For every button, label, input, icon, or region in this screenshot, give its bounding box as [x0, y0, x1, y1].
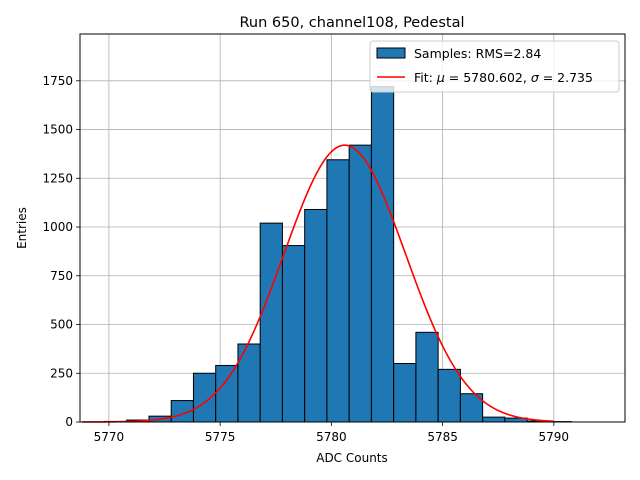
y-tick-label: 1250 [42, 171, 73, 185]
x-axis-label: ADC Counts [316, 451, 388, 465]
y-tick-label: 750 [50, 269, 73, 283]
histogram-bar [304, 208, 328, 423]
histogram-bar [192, 372, 217, 423]
histogram-bar [259, 222, 283, 423]
y-axis-label: Entries [15, 207, 29, 249]
histogram-bar [393, 363, 417, 423]
x-axis-ticks: 5770 5775 5780 5785 5790 [94, 422, 569, 444]
y-tick-label: 1000 [42, 220, 73, 234]
histogram-bars [103, 86, 573, 423]
y-tick-label: 250 [50, 366, 73, 380]
fit-curve [82, 144, 554, 423]
histogram-bar [348, 144, 372, 423]
chart-title: Run 650, channel108, Pedestal [239, 15, 464, 31]
histogram-bar [437, 368, 461, 423]
plot-frame [79, 33, 626, 423]
y-axis-ticks: 0 250 500 750 1000 1250 1500 1750 [42, 74, 80, 429]
legend-samples-label: Samples: RMS=2.84 [414, 46, 541, 61]
x-tick-label: 5770 [94, 430, 125, 444]
histogram-bar [326, 159, 350, 423]
x-tick-label: 5790 [539, 430, 570, 444]
legend: Samples: RMS=2.84 Fit: μ = 5780.602, σ =… [369, 40, 620, 93]
histogram-bar [215, 364, 239, 423]
y-tick-label: 500 [50, 318, 73, 332]
histogram-bar [482, 416, 506, 423]
x-tick-label: 5775 [205, 430, 236, 444]
histogram-bar [281, 245, 306, 423]
legend-fit-label: Fit: μ = 5780.602, σ = 2.735 [414, 70, 593, 85]
y-tick-label: 0 [65, 415, 73, 429]
histogram-bar [415, 331, 439, 423]
y-tick-label: 1750 [42, 74, 73, 88]
legend-samples-swatch [376, 47, 406, 59]
legend-box [369, 40, 620, 93]
y-tick-label: 1500 [42, 123, 73, 137]
histogram-bar [370, 86, 395, 423]
x-tick-label: 5780 [316, 430, 347, 444]
x-tick-label: 5785 [427, 430, 458, 444]
